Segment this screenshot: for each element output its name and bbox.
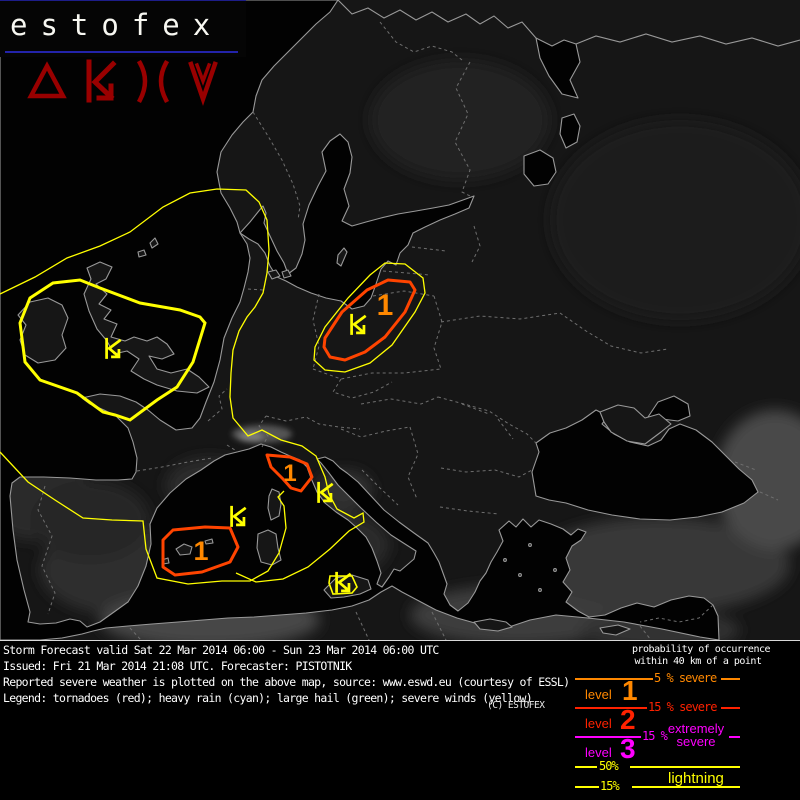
crimea bbox=[599, 404, 672, 445]
black-sea bbox=[531, 409, 759, 521]
legend-level3-line-left bbox=[575, 736, 641, 738]
legend-level2-percent: 15 % severe bbox=[648, 700, 717, 714]
atlantic-mediterranean-sea bbox=[0, 0, 720, 640]
issued-forecaster-text: Issued: Fri 21 Mar 2014 21:08 UTC. Forec… bbox=[3, 659, 352, 673]
danish-isles bbox=[267, 269, 292, 280]
crete bbox=[473, 618, 513, 632]
risk-label-liguria: 1 bbox=[283, 460, 296, 487]
site-logo[interactable]: estofex bbox=[10, 8, 224, 42]
map-footer-divider bbox=[0, 640, 800, 641]
cyprus bbox=[599, 624, 631, 636]
reports-source-text: Reported severe weather is plotted on th… bbox=[3, 675, 570, 689]
corsica bbox=[267, 488, 282, 521]
country-borders bbox=[37, 21, 779, 640]
legend-lightning15-percent: 15% bbox=[600, 779, 620, 793]
menorca bbox=[204, 538, 214, 545]
sardinia bbox=[256, 529, 282, 566]
legend-caption-line1: probability of occurrence bbox=[632, 644, 771, 655]
wind-chevron-icon bbox=[188, 61, 218, 106]
legend-level3-number: 3 bbox=[620, 733, 636, 764]
forecast-map: 1 1 1 bbox=[0, 0, 800, 640]
risk-label-balearics: 1 bbox=[193, 536, 208, 566]
legend-lightning50-line-left bbox=[575, 766, 597, 768]
baltic-sea bbox=[239, 133, 475, 310]
orkney bbox=[137, 249, 147, 258]
logo-underline bbox=[5, 51, 238, 53]
gotland bbox=[336, 247, 348, 267]
level1-area-liguria bbox=[265, 453, 314, 493]
legend-level1-percent: 5 % severe bbox=[654, 671, 717, 685]
lake-ladoga bbox=[523, 149, 557, 187]
shetland bbox=[149, 237, 159, 249]
great-britain bbox=[83, 261, 210, 394]
level1-area-balearics bbox=[161, 525, 240, 577]
lightning-arrow-icon bbox=[86, 59, 117, 103]
forecast-valid-text: Storm Forecast valid Sat 22 Mar 2014 06:… bbox=[3, 643, 439, 657]
legend-level3-percent: 15 % bbox=[642, 729, 668, 743]
risk-label-poland: 1 bbox=[377, 289, 394, 322]
legend-level1-word: level bbox=[585, 687, 612, 702]
legend-level2-word: level bbox=[585, 716, 612, 731]
mallorca bbox=[175, 543, 193, 556]
white-sea bbox=[535, 37, 581, 99]
lightning-15pct-contour-south bbox=[0, 451, 287, 585]
lightning-contours bbox=[0, 188, 426, 595]
report-legend-text: Legend: tornadoes (red); heavy rain (cya… bbox=[3, 691, 533, 705]
legend-level2-line-left bbox=[575, 707, 647, 709]
arctic-coastline bbox=[337, 0, 800, 47]
tornado-triangle-icon bbox=[27, 61, 67, 99]
legend-level3-word: level bbox=[585, 745, 612, 760]
lightning-15pct-contour-poland bbox=[313, 262, 426, 373]
legend-level3-line-right bbox=[729, 736, 740, 738]
lake-onega bbox=[559, 113, 581, 149]
legend-lightning15-line-left bbox=[575, 786, 599, 788]
lightning-50pct-contour-uk bbox=[18, 278, 207, 422]
legend-extremely-severe-label: extremely severe bbox=[667, 721, 725, 749]
sea-layer bbox=[0, 0, 759, 640]
island-layer bbox=[17, 237, 672, 636]
lightning-15pct-contour-sicily bbox=[328, 575, 358, 595]
legend-level1-line-right bbox=[721, 678, 740, 680]
legend-caption-line2: within 40 km of a point bbox=[634, 656, 762, 667]
legend-level2-number: 2 bbox=[620, 704, 636, 735]
legend-level2-line-right bbox=[721, 707, 740, 709]
legend-level1-number: 1 bbox=[622, 675, 638, 706]
level1-area-poland bbox=[322, 278, 417, 362]
ireland bbox=[17, 297, 69, 364]
logo-box: estofex bbox=[0, 0, 246, 57]
logo-top-rule bbox=[0, 0, 246, 1]
legend-lightning15-line-right bbox=[632, 786, 740, 788]
footer-panel bbox=[0, 640, 800, 800]
copyright-text: (C) ESTOFEX bbox=[487, 700, 545, 711]
legend-lightning50-line-right bbox=[630, 766, 740, 768]
risk-level1-contours bbox=[161, 278, 417, 577]
risk-labels: 1 1 1 bbox=[193, 289, 393, 566]
funnel-parens-icon bbox=[136, 59, 170, 104]
legend-level1-line-left bbox=[575, 678, 653, 680]
lightning-15pct-contour-north bbox=[0, 188, 365, 583]
logo-symbols bbox=[27, 59, 218, 106]
legend-lightning50-percent: 50% bbox=[599, 759, 619, 773]
legend-lightning-label: lightning bbox=[668, 770, 724, 787]
